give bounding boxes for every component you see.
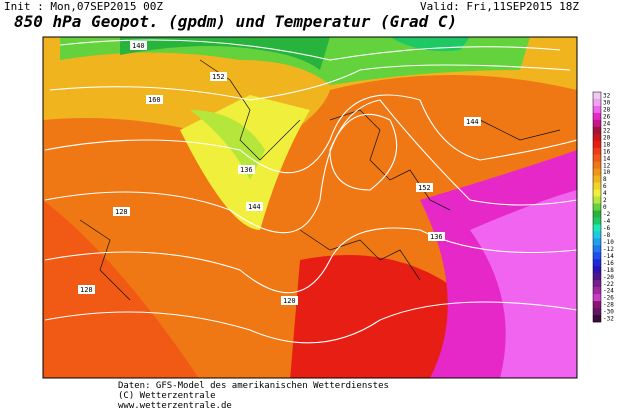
contour-label-box [281, 296, 298, 305]
colorbar-label: -28 [603, 302, 614, 309]
colorbar-swatch [593, 126, 601, 135]
colorbar-swatch [593, 189, 601, 197]
contour-label: 128 [80, 286, 93, 294]
colorbar-label: 18 [603, 141, 611, 148]
colorbar-label: 20 [603, 134, 611, 141]
colorbar-label: 8 [603, 176, 607, 183]
colorbar-label: -32 [603, 316, 614, 323]
colorbar-label: 14 [603, 155, 611, 162]
contour-label: 160 [148, 96, 161, 104]
colorbar-label: 0 [603, 204, 607, 211]
map-area: 140 152 160 136 128 144 120 136 144 152 128 [42, 36, 578, 379]
colorbar-label: 16 [603, 148, 611, 155]
contour-label-box [246, 202, 263, 211]
data-source: Daten: GFS-Model des amerikanischen Wett… [118, 381, 389, 391]
colorbar-label: 28 [603, 107, 611, 114]
contour-label-box [464, 117, 481, 126]
colorbar-swatch [593, 238, 601, 246]
colorbar-label: -6 [603, 225, 611, 232]
colorbar-swatch [593, 266, 601, 274]
contour-label: 136 [430, 233, 443, 241]
colorbar-swatch [593, 308, 601, 316]
colorbar-swatch [593, 92, 601, 100]
colorbar-label: 12 [603, 162, 611, 169]
colorbar-swatch [593, 224, 601, 232]
contour-label: 144 [248, 203, 261, 211]
colorbar-swatch [593, 196, 601, 204]
contour-label-box [210, 72, 227, 81]
contour-label-box [78, 285, 95, 294]
colorbar-swatch [593, 119, 601, 128]
colorbar-swatch [593, 210, 601, 218]
colorbar-swatch [593, 315, 601, 323]
colorbar-label: -2 [603, 211, 611, 218]
contour-label-box [428, 232, 445, 241]
colorbar-swatch [593, 294, 601, 302]
colorbar-swatch [593, 140, 601, 149]
colorbar-swatch [593, 154, 601, 162]
colorbar-swatch [593, 231, 601, 239]
contour-label: 144 [466, 118, 479, 126]
colorbar-label: -4 [603, 218, 611, 225]
colorbar-swatch [593, 112, 601, 121]
colorbar: 32302826242220181614121086420-2-4-6-8-10… [592, 91, 614, 323]
colorbar-swatch [593, 203, 601, 211]
colorbar-swatch [593, 259, 601, 267]
colorbar-label: 32 [603, 93, 611, 100]
colorbar-swatch [593, 252, 601, 260]
colorbar-label: -26 [603, 295, 614, 302]
colorbar-swatch [593, 182, 601, 190]
colorbar-label: -24 [603, 288, 614, 295]
colorbar-label: 30 [603, 100, 611, 107]
contour-label: 140 [132, 42, 145, 50]
colorbar-label: -10 [603, 239, 614, 246]
contour-label: 136 [240, 166, 253, 174]
colorbar-label: -20 [603, 274, 614, 281]
colorbar-swatch [593, 161, 601, 169]
colorbar-swatch [593, 217, 601, 225]
colorbar-label: 26 [603, 113, 611, 120]
colorbar-label: 6 [603, 183, 607, 190]
copyright: (C) Wetterzentrale [118, 391, 216, 401]
colorbar-label: -8 [603, 232, 611, 239]
colorbar-frame [592, 91, 602, 323]
colorbar-label: 22 [603, 127, 611, 134]
colorbar-label: 24 [603, 120, 611, 127]
colorbar-swatch [593, 133, 601, 142]
contour-label-box [130, 41, 147, 50]
colorbar-swatch [593, 287, 601, 295]
colorbar-label: -14 [603, 253, 614, 260]
website: www.wetterzentrale.de [118, 401, 232, 411]
colorbar-swatch [593, 175, 601, 183]
colorbar-label: -18 [603, 267, 614, 274]
colorbar-label: -12 [603, 246, 614, 253]
contour-label-box [416, 183, 433, 192]
colorbar-label: -30 [603, 309, 614, 316]
contour-label: 128 [115, 208, 128, 216]
contour-label-box [238, 165, 255, 174]
colorbar-swatch [593, 105, 601, 114]
colorbar-label: 10 [603, 169, 611, 176]
contour-label-box [146, 95, 163, 104]
valid-time: Valid: Fri,11SEP2015 18Z [420, 0, 579, 13]
colorbar-swatch [593, 280, 601, 288]
colorbar-swatch [593, 168, 601, 176]
colorbar-swatch [593, 273, 601, 281]
init-time: Init : Mon,07SEP2015 00Z [4, 0, 163, 13]
colorbar-label: 4 [603, 190, 607, 197]
colorbar-label: -22 [603, 281, 614, 288]
colorbar-swatch [593, 147, 601, 156]
contour-label: 120 [283, 297, 296, 305]
colorbar-label: 2 [603, 197, 607, 204]
contour-label: 152 [418, 184, 431, 192]
contour-label: 152 [212, 73, 225, 81]
map-title: 850 hPa Geopot. (gpdm) und Temperatur (G… [14, 12, 457, 31]
contour-label-box [113, 207, 130, 216]
colorbar-swatch [593, 245, 601, 253]
colorbar-label: -16 [603, 260, 614, 267]
colorbar-swatch [593, 301, 601, 309]
colorbar-swatch [593, 98, 601, 107]
